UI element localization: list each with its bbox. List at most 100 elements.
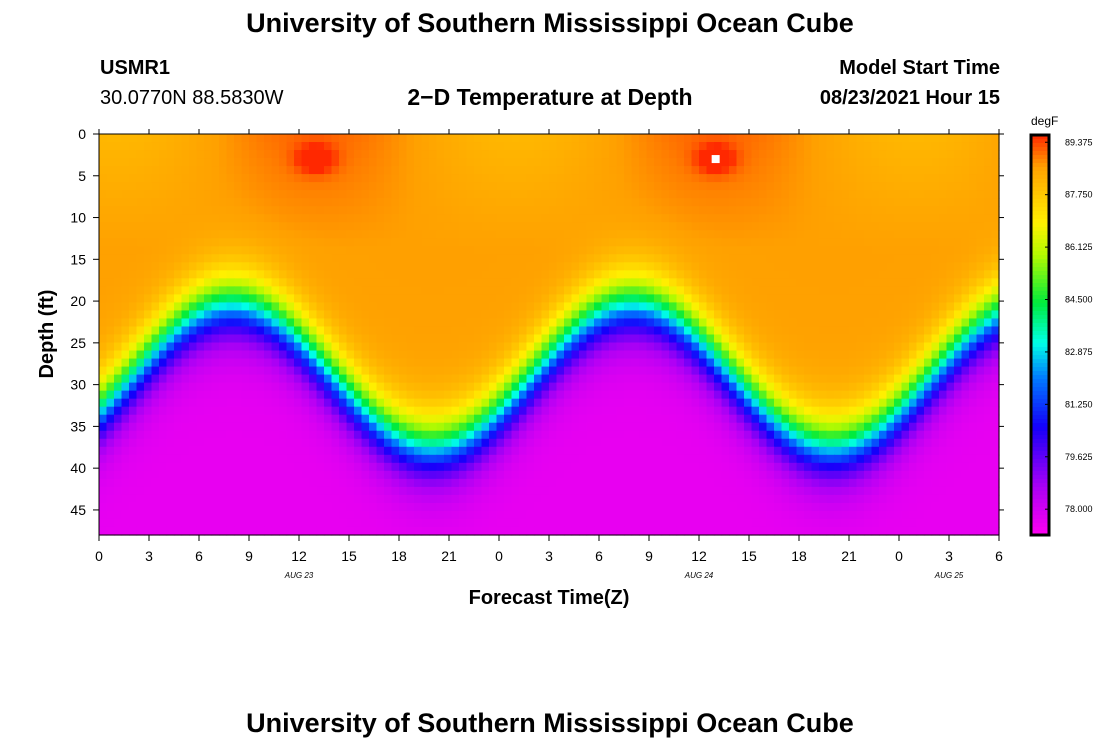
heatmap-cell	[571, 414, 580, 424]
heatmap-cell	[661, 446, 670, 456]
heatmap-cell	[541, 166, 550, 175]
heatmap-cell	[196, 454, 205, 464]
heatmap-cell	[204, 198, 213, 207]
heatmap-cell	[204, 302, 213, 312]
heatmap-cell	[481, 374, 490, 384]
heatmap-cell	[189, 198, 198, 207]
heatmap-cell	[901, 398, 910, 408]
heatmap-cell	[894, 270, 903, 279]
heatmap-cell	[646, 222, 655, 231]
heatmap-cell	[789, 454, 798, 464]
heatmap-cell	[594, 302, 603, 312]
heatmap-cell	[916, 454, 925, 464]
heatmap-cell	[549, 246, 558, 255]
heatmap-cell	[616, 262, 625, 271]
heatmap-cell	[564, 326, 573, 336]
heatmap-cell	[526, 246, 535, 255]
heatmap-cell	[721, 318, 730, 328]
heatmap-cell	[496, 414, 505, 424]
heatmap-cell	[871, 214, 880, 223]
heatmap-cell	[474, 334, 483, 344]
heatmap-cell	[871, 278, 880, 287]
heatmap-cell	[961, 230, 970, 239]
heatmap-cell	[391, 198, 400, 207]
heatmap-cell	[519, 350, 528, 360]
heatmap-cell	[759, 270, 768, 279]
heatmap-cell	[234, 270, 243, 279]
heatmap-cell	[99, 390, 108, 400]
heatmap-cell	[361, 294, 370, 304]
heatmap-cell	[481, 350, 490, 360]
heatmap-cell	[121, 302, 130, 312]
heatmap-cell	[174, 166, 183, 175]
heatmap-cell	[586, 430, 595, 440]
heatmap-cell	[564, 254, 573, 263]
heatmap-cell	[661, 454, 670, 464]
heatmap-cell	[459, 446, 468, 456]
heatmap-cell	[939, 374, 948, 384]
heatmap-cell	[564, 214, 573, 223]
heatmap-cell	[129, 350, 138, 360]
heatmap-cell	[271, 462, 280, 472]
heatmap-cell	[654, 398, 663, 408]
heatmap-cell	[136, 198, 145, 207]
heatmap-cell	[114, 190, 123, 199]
heatmap-cell	[819, 270, 828, 279]
heatmap-cell	[586, 214, 595, 223]
heatmap-cell	[144, 222, 153, 231]
heatmap-cell	[196, 446, 205, 456]
heatmap-cell	[196, 190, 205, 199]
heatmap-cell	[264, 246, 273, 255]
heatmap-cell	[909, 246, 918, 255]
heatmap-cell	[519, 414, 528, 424]
heatmap-cell	[369, 206, 378, 215]
heatmap-cell	[399, 190, 408, 199]
heatmap-cell	[894, 166, 903, 175]
heatmap-cell	[669, 366, 678, 376]
heatmap-cell	[631, 334, 640, 344]
heatmap-cell	[241, 358, 250, 368]
heatmap-cell	[451, 174, 460, 183]
heatmap-cell	[894, 390, 903, 400]
heatmap-cell	[331, 286, 340, 295]
heatmap-cell	[744, 166, 753, 175]
heatmap-cell	[916, 238, 925, 247]
heatmap-cell	[264, 398, 273, 408]
heatmap-cell	[661, 334, 670, 344]
heatmap-cell	[121, 254, 130, 263]
heatmap-cell	[144, 262, 153, 271]
heatmap-cell	[661, 366, 670, 376]
heatmap-cell	[429, 222, 438, 231]
heatmap-cell	[136, 206, 145, 215]
heatmap-cell	[781, 430, 790, 440]
heatmap-cell	[399, 334, 408, 344]
heatmap-cell	[136, 230, 145, 239]
heatmap-cell	[151, 214, 160, 223]
heatmap-cell	[766, 182, 775, 191]
heatmap-cell	[744, 302, 753, 312]
heatmap-cell	[759, 134, 768, 143]
heatmap-cell	[856, 382, 865, 392]
heatmap-cell	[939, 390, 948, 400]
heatmap-cell	[579, 150, 588, 159]
heatmap-cell	[174, 214, 183, 223]
heatmap-cell	[421, 294, 430, 304]
heatmap-cell	[811, 214, 820, 223]
heatmap-cell	[654, 198, 663, 207]
heatmap-cell	[481, 430, 490, 440]
heatmap-cell	[474, 446, 483, 456]
heatmap-cell	[976, 310, 985, 320]
heatmap-cell	[204, 462, 213, 472]
heatmap-cell	[271, 158, 280, 167]
heatmap-cell	[519, 318, 528, 328]
heatmap-cell	[489, 390, 498, 400]
heatmap-cell	[264, 150, 273, 159]
heatmap-cell	[939, 318, 948, 328]
heatmap-cell	[459, 350, 468, 360]
heatmap-cell	[849, 254, 858, 263]
heatmap-cell	[496, 454, 505, 464]
heatmap-cell	[819, 134, 828, 143]
heatmap-cell	[451, 294, 460, 304]
heatmap-cell	[414, 302, 423, 312]
heatmap-cell	[309, 270, 318, 279]
